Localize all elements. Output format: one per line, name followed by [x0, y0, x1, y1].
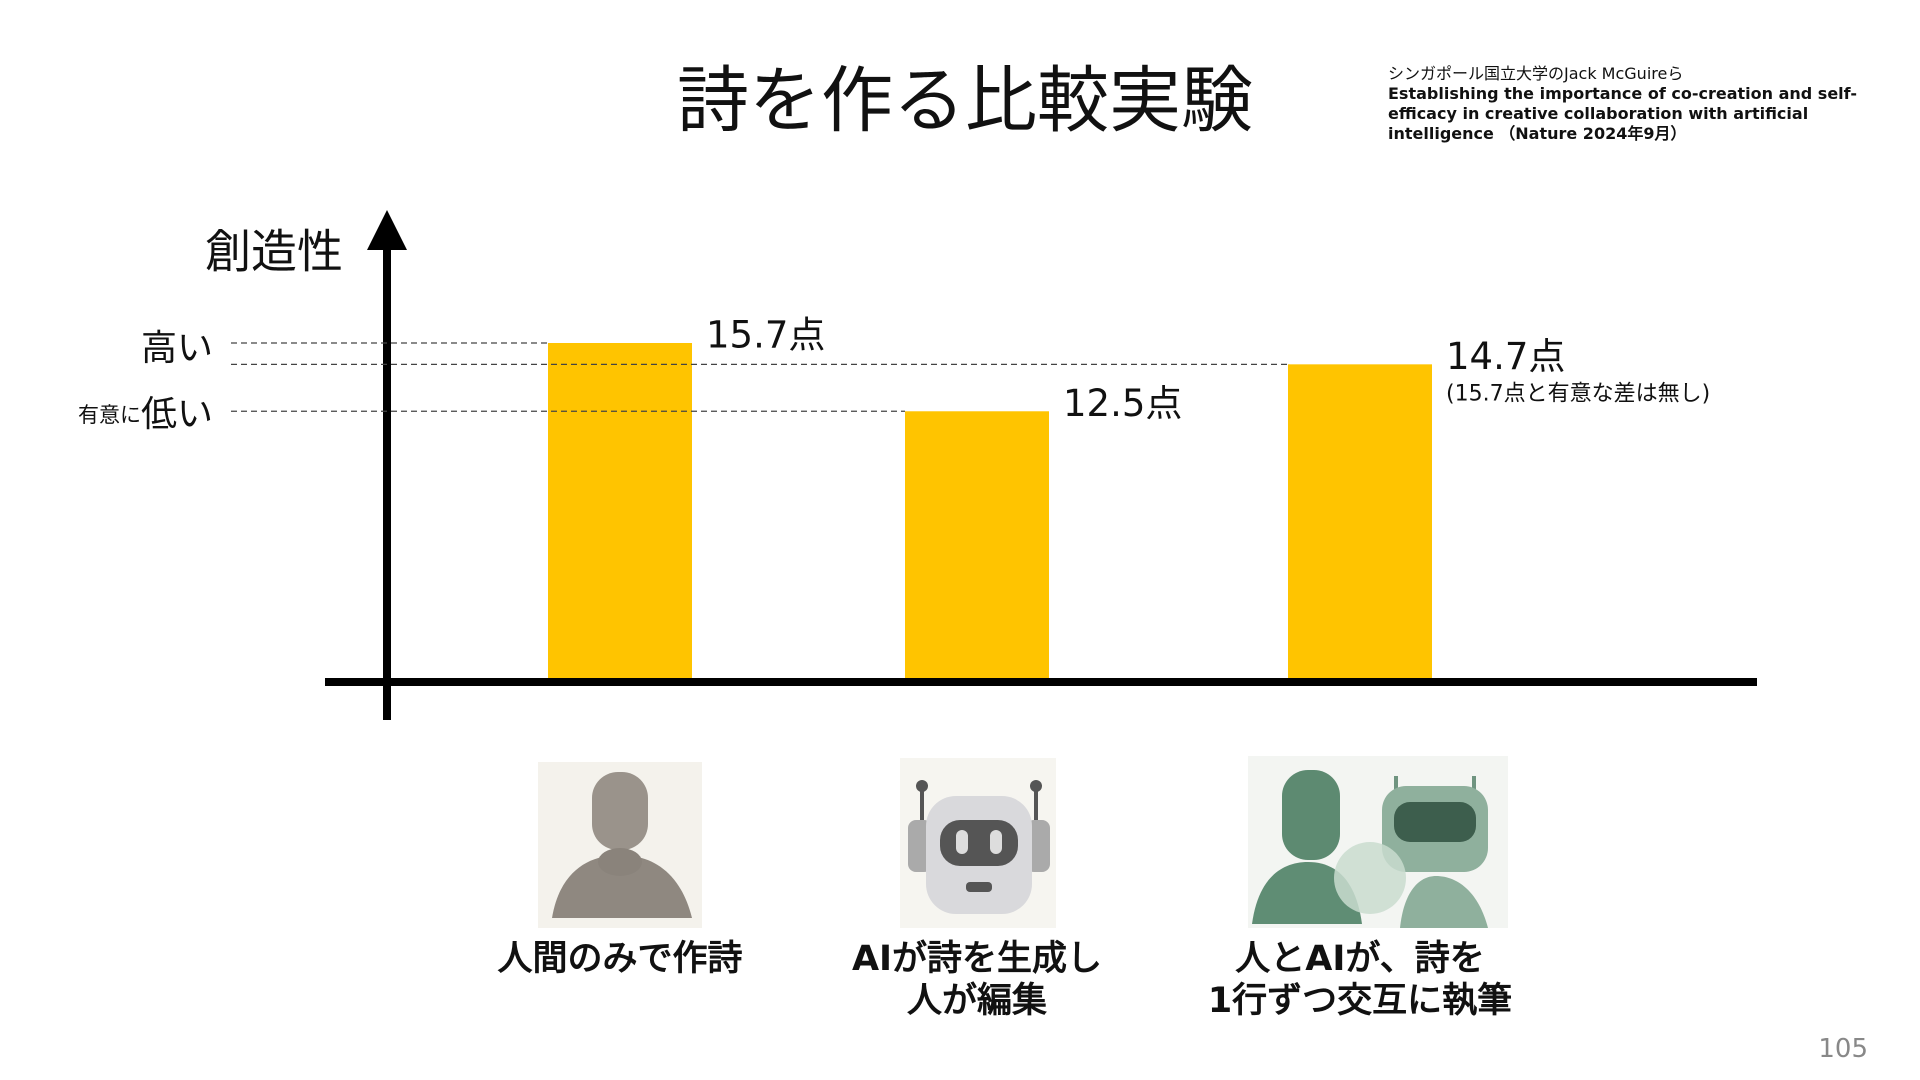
- slide-title: 詩を作る比較実験: [677, 59, 1253, 143]
- value-label: 14.7点: [1446, 335, 1565, 378]
- low-word: 低い: [141, 394, 213, 435]
- source-paper: Establishing the importance of co-creati…: [1388, 84, 1857, 143]
- category-label: AIが詩を生成し 人が編集: [851, 939, 1103, 1021]
- page-number: 105: [1818, 1034, 1868, 1064]
- bar: [548, 343, 692, 678]
- collaboration-icon: [1248, 756, 1508, 928]
- significant-label: 有意に: [78, 403, 141, 427]
- value-label: 12.5点: [1063, 382, 1182, 425]
- category-label: 人間のみで作詩: [497, 939, 743, 979]
- bar: [1288, 364, 1432, 678]
- high-label: 高い: [141, 328, 213, 369]
- source: シンガポール国立大学のJack McGuireら Establishing th…: [1388, 64, 1868, 144]
- bar: [905, 411, 1049, 678]
- low-label: 有意に低い: [78, 394, 213, 435]
- note: (15.7点と有意な差は無し): [1446, 381, 1710, 406]
- robot-icon: [900, 758, 1056, 928]
- y-axis-title: 創造性: [205, 225, 343, 279]
- category-label: 人とAIが、詩を 1行ずつ交互に執筆: [1207, 939, 1513, 1021]
- value-label: 15.7点: [706, 314, 825, 357]
- source-journal: （Nature 2024年9月）: [1499, 124, 1687, 143]
- source-author: シンガポール国立大学のJack McGuireら: [1388, 64, 1684, 83]
- human-icon: [538, 762, 702, 928]
